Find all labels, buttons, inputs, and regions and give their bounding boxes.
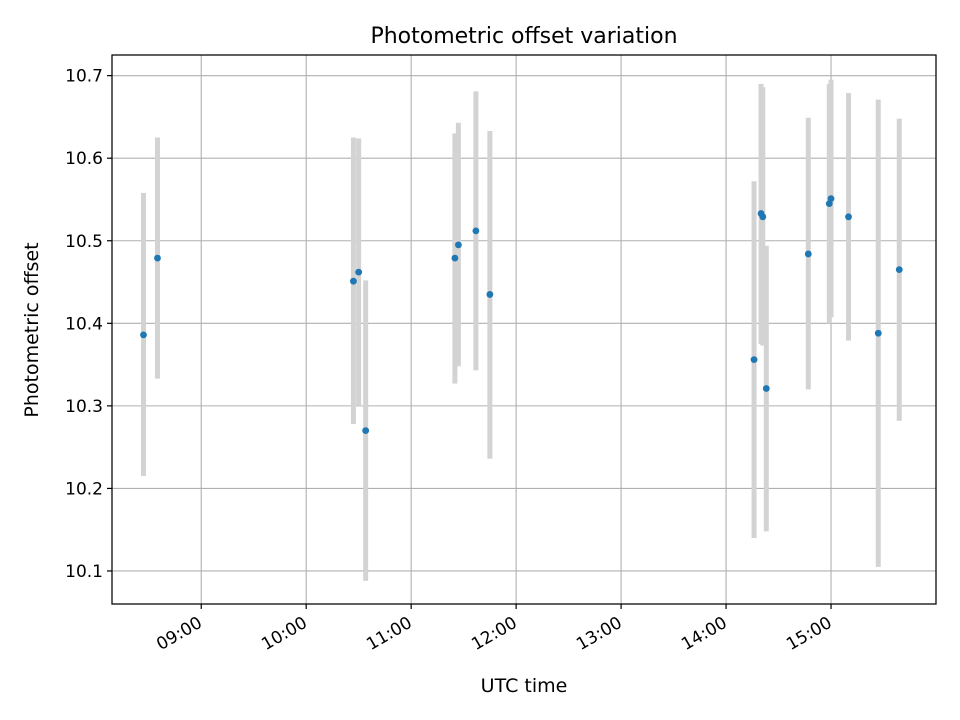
y-tick-label: 10.6 xyxy=(65,149,103,169)
y-tick-label: 10.2 xyxy=(65,479,103,499)
data-point xyxy=(486,291,494,298)
data-point xyxy=(845,213,852,221)
data-point xyxy=(750,356,758,364)
data-point xyxy=(451,254,459,262)
data-point xyxy=(362,427,370,435)
data-point xyxy=(804,250,812,258)
data-point xyxy=(140,331,147,339)
data-point xyxy=(895,266,903,274)
data-point xyxy=(762,385,770,392)
data-point xyxy=(350,277,357,285)
y-axis-ticks: 10.1 10.2 10.3 10.4 10.5 10.6 10.7 xyxy=(65,67,112,582)
grid xyxy=(112,55,936,604)
data-points xyxy=(140,195,903,435)
y-tick-label: 10.5 xyxy=(65,232,103,252)
y-tick-label: 10.3 xyxy=(65,397,103,417)
y-tick-label: 10.1 xyxy=(65,562,103,582)
data-point xyxy=(827,195,835,203)
y-axis-label: Photometric offset xyxy=(21,242,43,417)
data-point xyxy=(454,241,462,249)
chart-title: Photometric offset variation xyxy=(370,24,677,49)
data-point xyxy=(355,268,363,276)
x-axis-label: UTC time xyxy=(481,675,568,697)
plot-area-frame xyxy=(111,54,937,605)
data-point xyxy=(874,329,882,337)
data-point xyxy=(759,213,767,221)
data-point xyxy=(472,227,480,235)
data-point xyxy=(154,254,161,262)
y-tick-label: 10.7 xyxy=(65,67,103,87)
y-tick-label: 10.4 xyxy=(65,314,103,334)
